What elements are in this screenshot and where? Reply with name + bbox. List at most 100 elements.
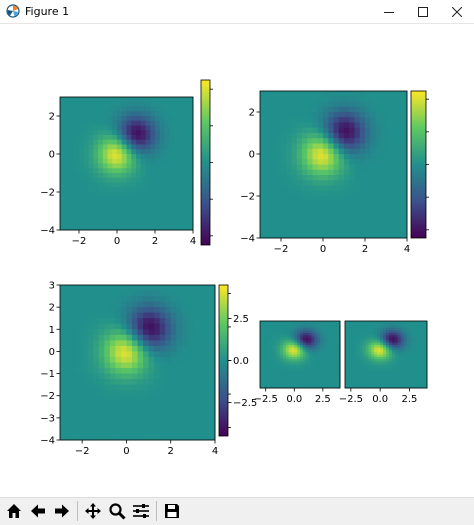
heatmap-cell [181,307,188,314]
figure-canvas[interactable]: −2 0 2 420−2−4−2 0 2 420−2−4 −2 0 2 43210−1−2−3−42… [0,23,474,497]
heatmap-cell [337,376,341,379]
heatmap-cell [169,116,175,122]
heatmap-cell [375,143,382,150]
heatmap-cell [412,383,416,386]
save-button[interactable] [161,500,183,522]
heatmap-cell [391,342,396,346]
heatmap-cell [297,361,301,365]
heatmap-cell [60,395,66,402]
heatmap-cell [176,285,183,291]
heatmap-cell [296,127,303,134]
heatmap-cell [271,368,275,372]
heatmap-cell [320,354,324,358]
heatmap-cell [79,135,85,141]
heatmap-cell [109,379,116,386]
heatmap-cell [349,91,355,97]
heatmap-cell [174,135,180,141]
y-tick-label: −4 [40,436,55,447]
heatmap-cell [323,180,329,186]
configure-subplots-button[interactable] [130,500,152,522]
heatmap-cell [368,368,372,372]
heatmap-cell [344,159,350,165]
heatmap-cell [64,149,70,155]
heatmap-cell [165,307,172,314]
heatmap-cell [60,154,66,160]
heatmap-cell [83,144,89,150]
heatmap-cell [98,225,104,231]
heatmap-cell [192,373,199,380]
heatmap-cell [300,366,304,370]
back-button[interactable] [27,500,49,522]
heatmap-cell [356,328,361,331]
subplot-2[interactable]: −2 0 2 420−2−4 [240,90,429,255]
heatmap-cell [260,217,266,223]
zoom-button[interactable] [106,500,128,522]
heatmap-cell [285,354,289,358]
heatmap-cell [60,379,66,386]
heatmap-cell [338,169,345,176]
heatmap-cell [391,371,396,375]
heatmap-cell [371,330,375,334]
heatmap-cell [88,111,94,117]
heatmap-cell [159,173,165,179]
heatmap-cell [424,385,428,389]
heatmap-cell [69,106,75,112]
heatmap-cell [380,378,384,382]
minimize-button[interactable] [372,0,406,23]
heatmap-cell [296,143,303,150]
heatmap-cell [388,335,393,339]
heatmap-cell [170,428,177,435]
heatmap-cell [338,206,345,213]
subplot-4[interactable]: −2.5 0.0 2.5 [254,320,341,405]
heatmap-cell [150,144,156,150]
subplot-5[interactable]: −2.5 0.0 2.5 [339,320,428,405]
heatmap-cell [126,177,132,183]
heatmap-cell [93,390,100,397]
heatmap-cell [93,225,99,231]
heatmap-cell [165,401,172,408]
heatmap-cell [260,117,266,123]
forward-button[interactable] [51,500,73,522]
heatmap-cell [69,201,75,207]
heatmap-cell [302,359,307,363]
heatmap-cell [331,361,335,365]
heatmap-cell [192,362,199,369]
heatmap-cell [270,122,277,129]
heatmap-cell [396,206,403,213]
heatmap-cell [386,222,392,228]
close-button[interactable] [440,0,474,23]
heatmap-cell [328,325,332,329]
heatmap-cell [82,390,89,397]
maximize-button[interactable] [406,0,440,23]
toolbar-separator [77,501,78,521]
heatmap-cell [396,201,403,207]
subplot-1[interactable]: −2 0 2 420−2−4 [40,79,213,247]
heatmap-cell [312,159,319,165]
pan-button[interactable] [82,500,104,522]
heatmap-cell [262,352,267,355]
heatmap-cell [60,312,66,319]
heatmap-cell [277,342,281,346]
heatmap-cell [170,368,177,374]
heatmap-cell [117,225,123,231]
heatmap-cell [359,180,366,186]
heatmap-cell [176,290,183,297]
home-button[interactable] [3,500,25,522]
heatmap-cell [371,321,375,324]
heatmap-cell [365,91,371,97]
heatmap-cell [281,222,287,228]
heatmap-cell [137,406,144,413]
heatmap-cell [136,116,142,122]
heatmap-cell [277,349,281,353]
heatmap-cell [370,159,376,165]
heatmap-cell [386,117,392,123]
heatmap-cell [126,384,133,391]
heatmap-cell [374,364,378,367]
x-tick-label: 2.5 [315,394,331,405]
heatmap-cell [375,206,382,213]
heatmap-cell [126,301,133,308]
heatmap-cell [260,359,264,363]
heatmap-cell [291,354,295,358]
heatmap-cell [396,101,403,108]
